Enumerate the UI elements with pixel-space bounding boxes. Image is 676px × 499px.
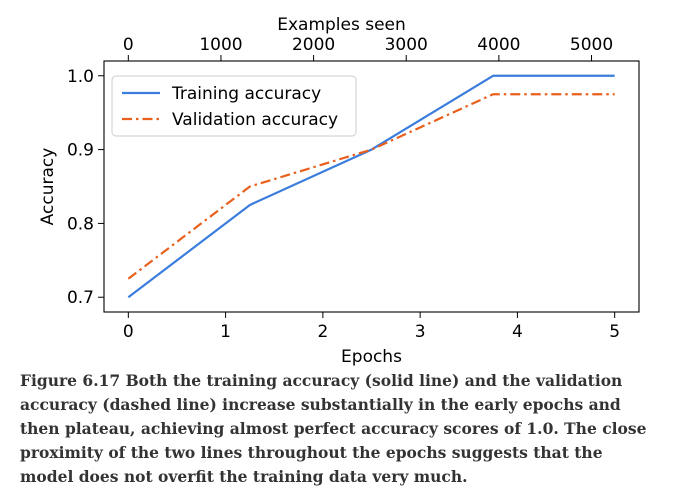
series-line-validation xyxy=(127,93,615,280)
x-tick-label: 5 xyxy=(609,322,620,342)
y-tick-label: 0.9 xyxy=(67,141,94,161)
x-tick-label: 2 xyxy=(317,322,328,342)
figure-caption: Figure 6.17 Both the training accuracy (… xyxy=(20,371,647,486)
x-tick-label: 1 xyxy=(220,322,231,342)
plot-frame xyxy=(103,60,640,313)
y-axis-label: Accuracy xyxy=(38,148,58,226)
y-tick-label: 0.8 xyxy=(67,214,94,234)
legend-box xyxy=(111,75,357,137)
top-x-tick-label: 5000 xyxy=(570,35,613,55)
x-tick-label: 3 xyxy=(415,322,426,342)
line-chart: 0 1 2 3 4 5 0 1000 2000 3000 4000 5000 0.7 0.8 0.9 1.0 E… xyxy=(38,15,640,367)
top-x-tick-label: 1000 xyxy=(199,35,242,55)
legend-label: Training accuracy xyxy=(171,84,321,104)
top-x-tick-label: 0 xyxy=(123,35,134,55)
x-tick-label: 4 xyxy=(512,322,523,342)
top-x-axis-label: Examples seen xyxy=(277,15,406,35)
top-x-tick-label: 2000 xyxy=(292,35,335,55)
y-tick-label: 1.0 xyxy=(67,67,94,87)
x-tick-label: 0 xyxy=(123,322,134,342)
top-x-tick-label: 4000 xyxy=(477,35,520,55)
top-x-tick-label: 3000 xyxy=(385,35,428,55)
y-tick-label: 0.7 xyxy=(67,288,94,308)
series-line-training xyxy=(127,74,615,299)
legend-label: Validation accuracy xyxy=(172,110,338,130)
x-axis-label: Epochs xyxy=(341,347,402,367)
